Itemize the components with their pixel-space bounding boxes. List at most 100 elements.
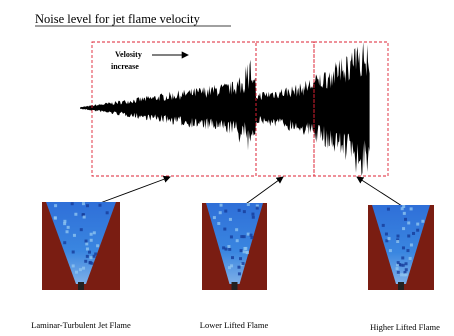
flame-speckle [89, 232, 93, 236]
flame-images [42, 202, 434, 290]
flame-speckle [84, 239, 88, 243]
flame-speckle [54, 204, 58, 208]
flame-speckle [407, 234, 411, 238]
flame-speckle [212, 216, 216, 220]
flame-speckle [224, 247, 228, 251]
flame-speckle [401, 256, 405, 260]
flame-speckle [94, 252, 98, 256]
flame-speckle [92, 254, 96, 258]
flame-speckle [255, 206, 259, 210]
flame-speckle [70, 202, 74, 206]
flame-speckle [416, 228, 420, 232]
flame-speckle [387, 237, 391, 241]
flame-speckle [385, 239, 389, 243]
flame-speckle [386, 207, 390, 211]
flame-speckle [90, 261, 94, 265]
flame-speckle [82, 215, 86, 219]
flame-speckle [396, 261, 400, 265]
flame-speckle [401, 246, 405, 250]
flame-speckle [251, 212, 255, 216]
flame-speckle [421, 219, 425, 223]
annotation-line: Velosity [115, 50, 142, 59]
burner-nozzle [78, 282, 84, 290]
flame-speckle [227, 244, 231, 248]
flame-speckle [74, 270, 78, 274]
flame-speckle [396, 238, 400, 242]
flame-speckle [223, 227, 227, 231]
flame-speckle [242, 250, 246, 254]
burner-nozzle [398, 282, 404, 290]
flame-speckle [87, 250, 91, 254]
flame-speckle [402, 205, 406, 209]
flame-speckle [74, 212, 78, 216]
flame-speckle [401, 263, 405, 267]
flame-speckle [406, 249, 410, 253]
pointer-arrow [356, 176, 403, 207]
pointer-arrow [99, 175, 171, 204]
flame-speckle [396, 263, 400, 267]
range-box [313, 41, 389, 177]
waveform [80, 42, 370, 176]
title: Noise level for jet flame velocity [35, 12, 201, 26]
flame-speckle [407, 221, 411, 225]
flame-speckle [66, 225, 70, 229]
flame-speckle [81, 202, 85, 206]
flame-speckle [255, 204, 259, 208]
flame-speckle [224, 209, 228, 213]
flame-speckle [88, 260, 92, 264]
flame-speckle [396, 239, 400, 243]
flame-speckle [85, 242, 89, 246]
flame-speckle [82, 266, 86, 270]
flame-speckle [71, 250, 75, 254]
flame-speckle [219, 203, 223, 207]
flame-speckle [404, 268, 408, 272]
waveform-shape [80, 42, 370, 176]
flame-label: Laminar-Turbulent Jet Flame [31, 320, 131, 330]
flame-speckle [404, 262, 408, 266]
flame-speckle [245, 250, 249, 254]
flame-speckle [53, 216, 57, 220]
flame-speckle [396, 270, 400, 274]
flame-speckle [416, 222, 420, 226]
flame-cone [372, 205, 430, 284]
flame-speckle [231, 256, 235, 260]
range-box [255, 41, 315, 177]
flame-speckle [84, 259, 88, 263]
flame-speckle [63, 222, 67, 226]
flame-speckle [79, 228, 83, 232]
flame-speckle [246, 232, 250, 236]
flame-speckle [222, 246, 226, 250]
flame-speckle [96, 244, 100, 248]
flame-speckle [89, 256, 93, 260]
flame-speckle [105, 211, 109, 215]
flame-speckle [85, 204, 89, 208]
flame-speckle [246, 203, 250, 207]
flame-speckle [400, 207, 404, 211]
flame-speckle [381, 223, 385, 227]
flame-speckle [251, 215, 255, 219]
flame-speckle [409, 243, 413, 247]
flame-speckle [98, 203, 102, 207]
flame-speckle [237, 208, 241, 212]
flame-speckle [239, 249, 243, 253]
flame-speckle [227, 266, 231, 270]
flame-speckle [89, 238, 93, 242]
flame-label: Lower Lifted Flame [200, 320, 269, 330]
flame-speckle [239, 257, 243, 261]
flame-speckle [388, 249, 392, 253]
flame-speckle [404, 217, 408, 221]
flame-speckle [85, 247, 89, 251]
pointer-arrow [242, 176, 284, 207]
flame-speckle [242, 235, 246, 239]
flame-speckle [63, 241, 67, 245]
flame-speckle [72, 233, 76, 237]
flame-speckle [230, 264, 234, 268]
flame-speckle [237, 265, 241, 269]
flame-speckle [85, 254, 89, 258]
flame-speckle [228, 247, 232, 251]
flame-speckle [241, 262, 245, 266]
flame-speckle [402, 211, 406, 215]
flame-speckle [412, 231, 416, 235]
flame-speckle [395, 267, 399, 271]
